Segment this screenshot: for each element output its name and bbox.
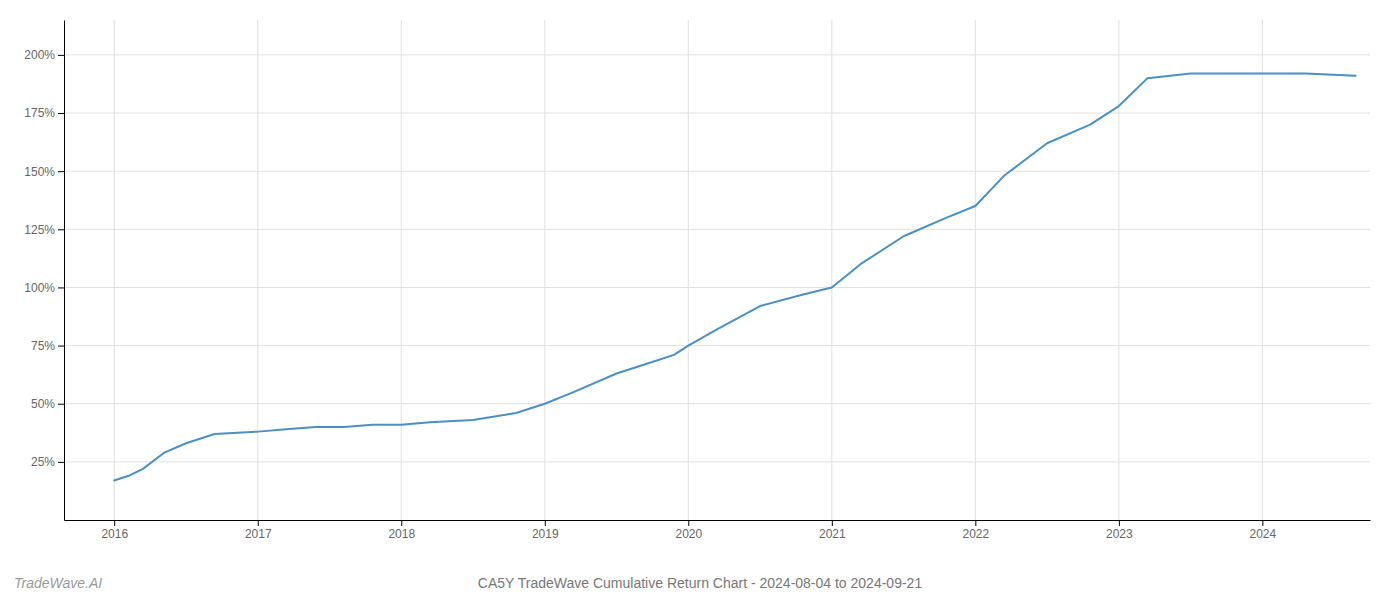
tick-mark (58, 229, 64, 230)
grid-line (64, 229, 1370, 230)
grid (64, 20, 1370, 520)
tick-label: 150% (24, 165, 55, 179)
tick: 75% (31, 339, 64, 353)
grid-line (64, 403, 1370, 404)
chart: 2016 2017 2018 2019 2020 2021 2022 2023 2024 25% 5… (0, 0, 1400, 600)
tick-mark (58, 171, 64, 172)
tick-mark (58, 404, 64, 405)
tick-label: 2024 (1250, 527, 1277, 541)
tick-mark (58, 287, 64, 288)
grid-line (64, 345, 1370, 346)
y-axis: 25% 50% 75% 100% 125% 150% 175% 200% (24, 21, 64, 521)
tick-label: 2020 (675, 527, 702, 541)
watermark: TradeWave.AI (14, 575, 102, 591)
tick-mark (832, 520, 833, 526)
title: CA5Y TradeWave Cumulative Return Chart -… (478, 575, 923, 591)
tick: 200% (24, 48, 64, 62)
grid-line (831, 20, 832, 520)
grid-line (64, 461, 1370, 462)
grid-line (975, 20, 976, 520)
tick: 2024 (1250, 520, 1277, 541)
line (114, 73, 1355, 480)
plot: 2016 2017 2018 2019 2020 2021 2022 2023 2024 25% 5… (24, 20, 1370, 541)
tick: 2023 (1106, 520, 1133, 541)
tick: 175% (24, 106, 64, 120)
tick-mark (58, 113, 64, 114)
tick-mark (975, 520, 976, 526)
tick-mark (114, 520, 115, 526)
x-axis: 2016 2017 2018 2019 2020 2021 2022 2023 2024 (65, 520, 1371, 541)
tick-mark (1262, 520, 1263, 526)
tick-label: 100% (24, 281, 55, 295)
tick-mark (1119, 520, 1120, 526)
tick: 150% (24, 165, 64, 179)
tick-mark (58, 55, 64, 56)
tick-label: 2019 (532, 527, 559, 541)
tick: 2021 (819, 520, 846, 541)
tick: 125% (24, 223, 64, 237)
tick-mark (58, 346, 64, 347)
tick: 50% (31, 397, 64, 411)
tick: 2018 (388, 520, 415, 541)
tick: 25% (31, 455, 64, 469)
tick-label: 200% (24, 48, 55, 62)
grid-line (64, 287, 1370, 288)
tick: 100% (24, 281, 64, 295)
tick-label: 75% (31, 339, 55, 353)
tick-label: 2017 (245, 527, 272, 541)
grid-line (64, 113, 1370, 114)
grid-line (64, 171, 1370, 172)
tick-label: 2023 (1106, 527, 1133, 541)
grid-line (1118, 20, 1119, 520)
tick-label: 125% (24, 223, 55, 237)
tick-label: 2016 (101, 527, 128, 541)
tick-mark (401, 520, 402, 526)
tick: 2022 (962, 520, 989, 541)
axis-line (64, 21, 65, 521)
tick-label: 25% (31, 455, 55, 469)
tick-mark (545, 520, 546, 526)
grid-line (114, 20, 115, 520)
grid-line (1262, 20, 1263, 520)
tick: 2020 (675, 520, 702, 541)
tick-label: 2022 (962, 527, 989, 541)
grid-line (64, 54, 1370, 55)
grid-line (257, 20, 258, 520)
tick-label: 175% (24, 106, 55, 120)
axis-line (65, 520, 1371, 521)
tick: 2016 (101, 520, 128, 541)
tick: 2019 (532, 520, 559, 541)
grid-line (544, 20, 545, 520)
tick-mark (58, 462, 64, 463)
tick: 2017 (245, 520, 272, 541)
tick-label: 2018 (388, 527, 415, 541)
tick-label: 2021 (819, 527, 846, 541)
grid-line (401, 20, 402, 520)
tick-mark (258, 520, 259, 526)
tick-label: 50% (31, 397, 55, 411)
grid-line (688, 20, 689, 520)
marks (114, 73, 1355, 480)
tick-mark (688, 520, 689, 526)
